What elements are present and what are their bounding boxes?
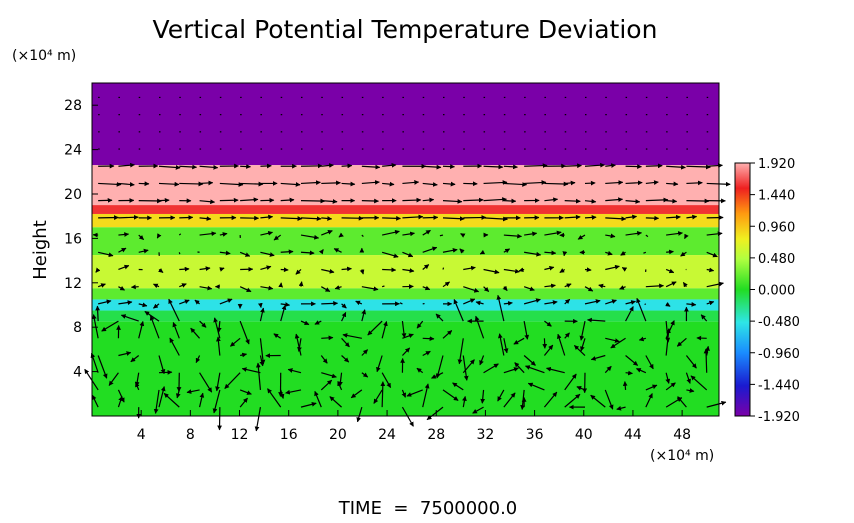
vector-arrow-464: [585, 269, 591, 270]
y-tick-label-1: 8: [73, 320, 82, 336]
vector-arrow-89: [179, 183, 203, 184]
y-axis-label: Height: [30, 220, 51, 280]
y-tick-label-4: 20: [64, 187, 82, 203]
vector-arrow-273: [382, 286, 384, 287]
x-tick-label-10: 44: [624, 427, 642, 443]
colorbar-ticks: 1.920 1.440 0.960 0.480 0.000 -0.480 -0.960 -1.…: [750, 157, 800, 425]
time-footer: TIME = 7500000.0: [338, 498, 518, 519]
vector-arrow-431: [544, 183, 568, 184]
colorbar-tick-label-1: 1.440: [758, 189, 795, 204]
vector-arrow-354: [463, 200, 483, 201]
x-tick-label-5: 24: [378, 427, 396, 443]
vector-arrow-178: [281, 283, 282, 287]
vector-arrow-274: [382, 269, 396, 270]
y-tick-label-5: 24: [64, 143, 82, 159]
x-tick-label-9: 40: [575, 427, 593, 443]
colorbar-tick-label-0: 1.920: [758, 157, 795, 172]
vector-arrow-84: [179, 269, 189, 270]
x-unit-label: (×10⁴ m): [650, 448, 714, 464]
vector-arrow-215: [321, 303, 337, 304]
vector-arrow-522: [643, 252, 645, 253]
vector-arrow-85: [179, 252, 180, 254]
vector-arrow-422: [544, 338, 545, 348]
heatmap-layer-1: [92, 165, 719, 205]
vector-arrow-450: [565, 183, 575, 184]
vector-arrow-241: [342, 183, 355, 184]
colorbar-tick-label-5: -0.480: [758, 315, 800, 330]
vector-arrow-197: [301, 282, 302, 287]
x-tick-label-4: 20: [329, 427, 347, 443]
vector-arrow-331: [443, 268, 444, 270]
vector-arrow-451: [565, 166, 582, 167]
vector-arrow-495: [625, 382, 626, 390]
vector-arrow-545: [666, 183, 678, 184]
vector-arrow-277: [382, 218, 400, 219]
colorbar-tick-label-2: 0.960: [758, 220, 795, 235]
colorbar-tick-label-3: 0.480: [758, 252, 795, 267]
vector-arrow-69: [159, 200, 169, 201]
vector-arrow-413: [524, 165, 547, 166]
vector-arrow-87: [179, 217, 192, 218]
vector-arrow-375: [484, 166, 503, 167]
vector-arrow-126: [220, 200, 238, 201]
vector-arrow-242: [342, 166, 352, 167]
heatmap-layer-4: [92, 227, 719, 255]
vector-arrow-449: [565, 201, 581, 202]
vector-arrow-496: [626, 373, 633, 374]
x-tick-label-1: 8: [186, 427, 195, 443]
vector-arrow-564: [686, 183, 702, 184]
vector-arrow-527: [646, 166, 662, 167]
vector-arrow-59: [159, 372, 172, 373]
vector-arrow-266: [382, 382, 383, 407]
vector-arrow-541: [666, 251, 673, 252]
y-tick-label-6: 28: [64, 98, 82, 114]
y-tick-label-0: 4: [73, 365, 82, 381]
colorbar-tick-label-4: 0.000: [758, 284, 795, 299]
vector-arrow-166: [260, 166, 271, 167]
vector-arrow-392: [504, 201, 516, 202]
plot-area: [92, 83, 719, 416]
y-unit-label: (×10⁴ m): [12, 48, 76, 64]
colorbar-tick-label-6: -0.960: [758, 347, 800, 362]
heatmap-layer-2: [92, 205, 719, 214]
colorbar-tick-label-8: -1.920: [758, 410, 800, 425]
heatmap-layer-8: [92, 311, 719, 322]
vector-arrow-446: [564, 252, 565, 255]
heatmap-layer-0: [92, 83, 719, 165]
vector-arrow-394: [504, 166, 518, 167]
vector-arrow-333: [440, 235, 443, 236]
x-tick-label-6: 28: [427, 427, 445, 443]
heatmap-layer-9: [92, 322, 719, 416]
vector-arrow-30: [118, 217, 138, 218]
vector-arrow-146: [240, 183, 263, 184]
x-tick-label-0: 4: [137, 427, 146, 443]
colorbar: [735, 163, 750, 416]
vector-arrow-213: [321, 338, 333, 339]
vector-arrow-519: [645, 304, 646, 305]
x-tick-label-2: 12: [231, 427, 249, 443]
vector-arrow-544: [666, 201, 677, 202]
x-tick-label-8: 36: [526, 427, 544, 443]
heatmap-layer-6: [92, 288, 719, 299]
vector-arrow-222: [321, 183, 340, 184]
x-tick-label-11: 48: [673, 427, 691, 443]
vector-arrow-179: [281, 269, 288, 270]
heatmap-layer-3: [92, 214, 719, 227]
colorbar-tick-label-7: -1.440: [758, 378, 800, 393]
y-tick-label-2: 12: [64, 276, 82, 292]
vector-arrow-308: [423, 338, 434, 339]
y-tick-label-3: 16: [64, 231, 82, 247]
vector-arrow-469: [585, 183, 595, 184]
vector-arrow-467: [585, 217, 596, 218]
vector-arrow-108: [200, 183, 213, 184]
chart-title: Vertical Potential Temperature Deviation: [153, 15, 658, 44]
vector-arrow-45: [131, 287, 138, 288]
vector-arrow-297: [402, 200, 420, 201]
vector-arrow-5: [97, 306, 98, 321]
vector-arrow-180: [281, 252, 293, 253]
x-tick-label-7: 32: [476, 427, 494, 443]
x-tick-label-3: 16: [280, 427, 298, 443]
vector-arrow-158: [260, 304, 261, 308]
